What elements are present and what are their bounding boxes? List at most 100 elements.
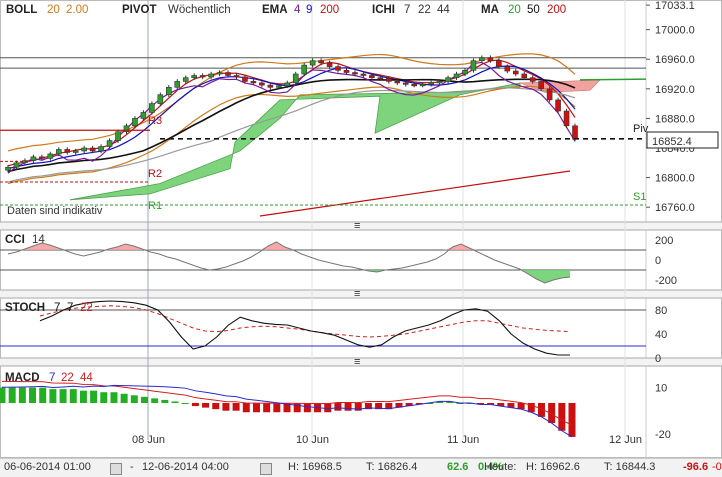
candle-body — [182, 77, 189, 82]
stoch-k-line — [39, 300, 570, 356]
macd-histogram-bar — [385, 403, 393, 410]
stoch-y-tick: 40 — [655, 329, 667, 341]
pivot-param: Wöchentlich — [168, 4, 231, 16]
candle-body — [504, 66, 511, 72]
candle-body — [394, 81, 401, 84]
macd-histogram-bar — [375, 403, 383, 410]
ichimoku-span-ext — [579, 78, 647, 81]
candle-body — [555, 99, 561, 112]
macd-histogram-bar — [263, 403, 271, 413]
boll-param-1: 20 — [47, 4, 60, 16]
separator-stoch-band — [0, 358, 722, 366]
macd-histogram-bar — [18, 387, 26, 403]
ichi-param-2: 22 — [418, 4, 431, 16]
boll-label[interactable]: BOLL — [6, 4, 37, 16]
macd-histogram-bar — [242, 403, 250, 413]
pivot-label[interactable]: PIVOT — [122, 4, 157, 16]
candle-body — [208, 73, 214, 78]
candle-body — [13, 162, 20, 168]
macd-histogram-bar — [293, 403, 301, 413]
cci-label[interactable]: CCI — [5, 234, 25, 246]
ema-param-2: 9 — [306, 4, 312, 16]
macd-param-1: 7 — [49, 372, 55, 384]
macd-histogram-bar — [466, 403, 474, 404]
candle-body — [402, 82, 409, 85]
macd-histogram-bar — [120, 393, 128, 403]
y-tick-label: 16760.0 — [655, 202, 695, 214]
today-change-pct: -0... — [712, 461, 722, 473]
current-price-value: 16852.4 — [652, 136, 692, 148]
candle-body — [284, 82, 291, 87]
candle-body — [453, 73, 460, 78]
candle-body — [546, 88, 553, 101]
ma-50-line — [7, 78, 576, 173]
macd-y-tick: -20 — [655, 429, 671, 441]
macd-histogram-bar — [405, 403, 413, 407]
macd-histogram-bar — [303, 403, 311, 413]
current-price-box — [646, 131, 719, 149]
macd-histogram-bar — [29, 387, 37, 403]
candle-body — [250, 81, 257, 84]
macd-histogram-bar — [181, 403, 189, 404]
candle-body — [479, 57, 485, 61]
range-change: 62.6 — [447, 461, 469, 473]
candle-body — [233, 75, 240, 78]
candle-body — [81, 147, 87, 152]
y-tick-label: 17000.0 — [655, 25, 695, 37]
candle-body — [199, 75, 206, 78]
ichimoku-tenkan — [7, 61, 576, 174]
macd-histogram-bar — [100, 392, 108, 403]
macd-histogram-bar — [324, 403, 332, 413]
candle-body — [140, 112, 147, 119]
stoch-param-2: 7 — [67, 302, 73, 314]
candle-body — [132, 118, 138, 127]
macd-y-tick: 10 — [655, 383, 667, 395]
pivot-piv-label: Piv — [633, 123, 649, 135]
stoch-label[interactable]: STOCH — [5, 302, 45, 314]
ema-label[interactable]: EMA — [262, 4, 288, 16]
macd-histogram-bar — [90, 390, 98, 403]
macd-histogram-bar — [161, 399, 169, 403]
candle-body — [386, 78, 392, 82]
range-low: T: 16826.4 — [366, 461, 418, 473]
x-tick-label: 12 Jun — [609, 434, 642, 446]
macd-histogram-bar — [507, 403, 515, 408]
candle-body — [191, 75, 197, 79]
ema-param-1: 4 — [294, 4, 301, 16]
cci-line — [7, 241, 571, 284]
macd-histogram-bar — [0, 387, 6, 403]
candle-body — [242, 76, 248, 82]
candle-body — [64, 149, 71, 153]
candle-body — [47, 153, 54, 159]
ma-label[interactable]: MA — [481, 4, 499, 16]
chart-legend: BOLL 20 2.00 PIVOT Wöchentlich EMA 4 9 2… — [6, 4, 566, 16]
macd-histogram-bar — [59, 389, 67, 403]
macd-histogram-bar — [558, 403, 566, 431]
ema-200-line — [259, 170, 571, 217]
cci-y-tick: 0 — [655, 255, 661, 267]
indicative-note: Daten sind indikativ — [7, 205, 103, 217]
candle-body — [369, 75, 375, 79]
candle-body — [30, 156, 37, 161]
candle-body — [157, 94, 164, 104]
candle-body — [411, 84, 418, 87]
today-low: T: 16844.3 — [604, 461, 656, 473]
candle-body — [360, 73, 367, 76]
macd-signal-line — [1, 380, 573, 426]
y-tick-label: 17033.1 — [655, 0, 695, 12]
candle-body — [343, 70, 350, 73]
candle-body — [165, 87, 172, 96]
x-tick-label: 08 Jun — [132, 434, 165, 446]
candle-body — [512, 70, 519, 75]
macd-histogram-bar — [273, 403, 281, 413]
y-tick-label: 16880.0 — [655, 113, 695, 125]
macd-label[interactable]: MACD — [5, 372, 40, 384]
candle-body — [572, 125, 578, 140]
pivot-r2-label: R2 — [148, 168, 162, 180]
footer-bar: 06-06-2014 01:00 - 12-06-2014 04:00 H: 1… — [0, 458, 722, 477]
ma-param-2: 50 — [527, 4, 540, 16]
ichi-label[interactable]: ICHI — [372, 4, 395, 16]
y-tick-label: 16960.0 — [655, 54, 695, 66]
